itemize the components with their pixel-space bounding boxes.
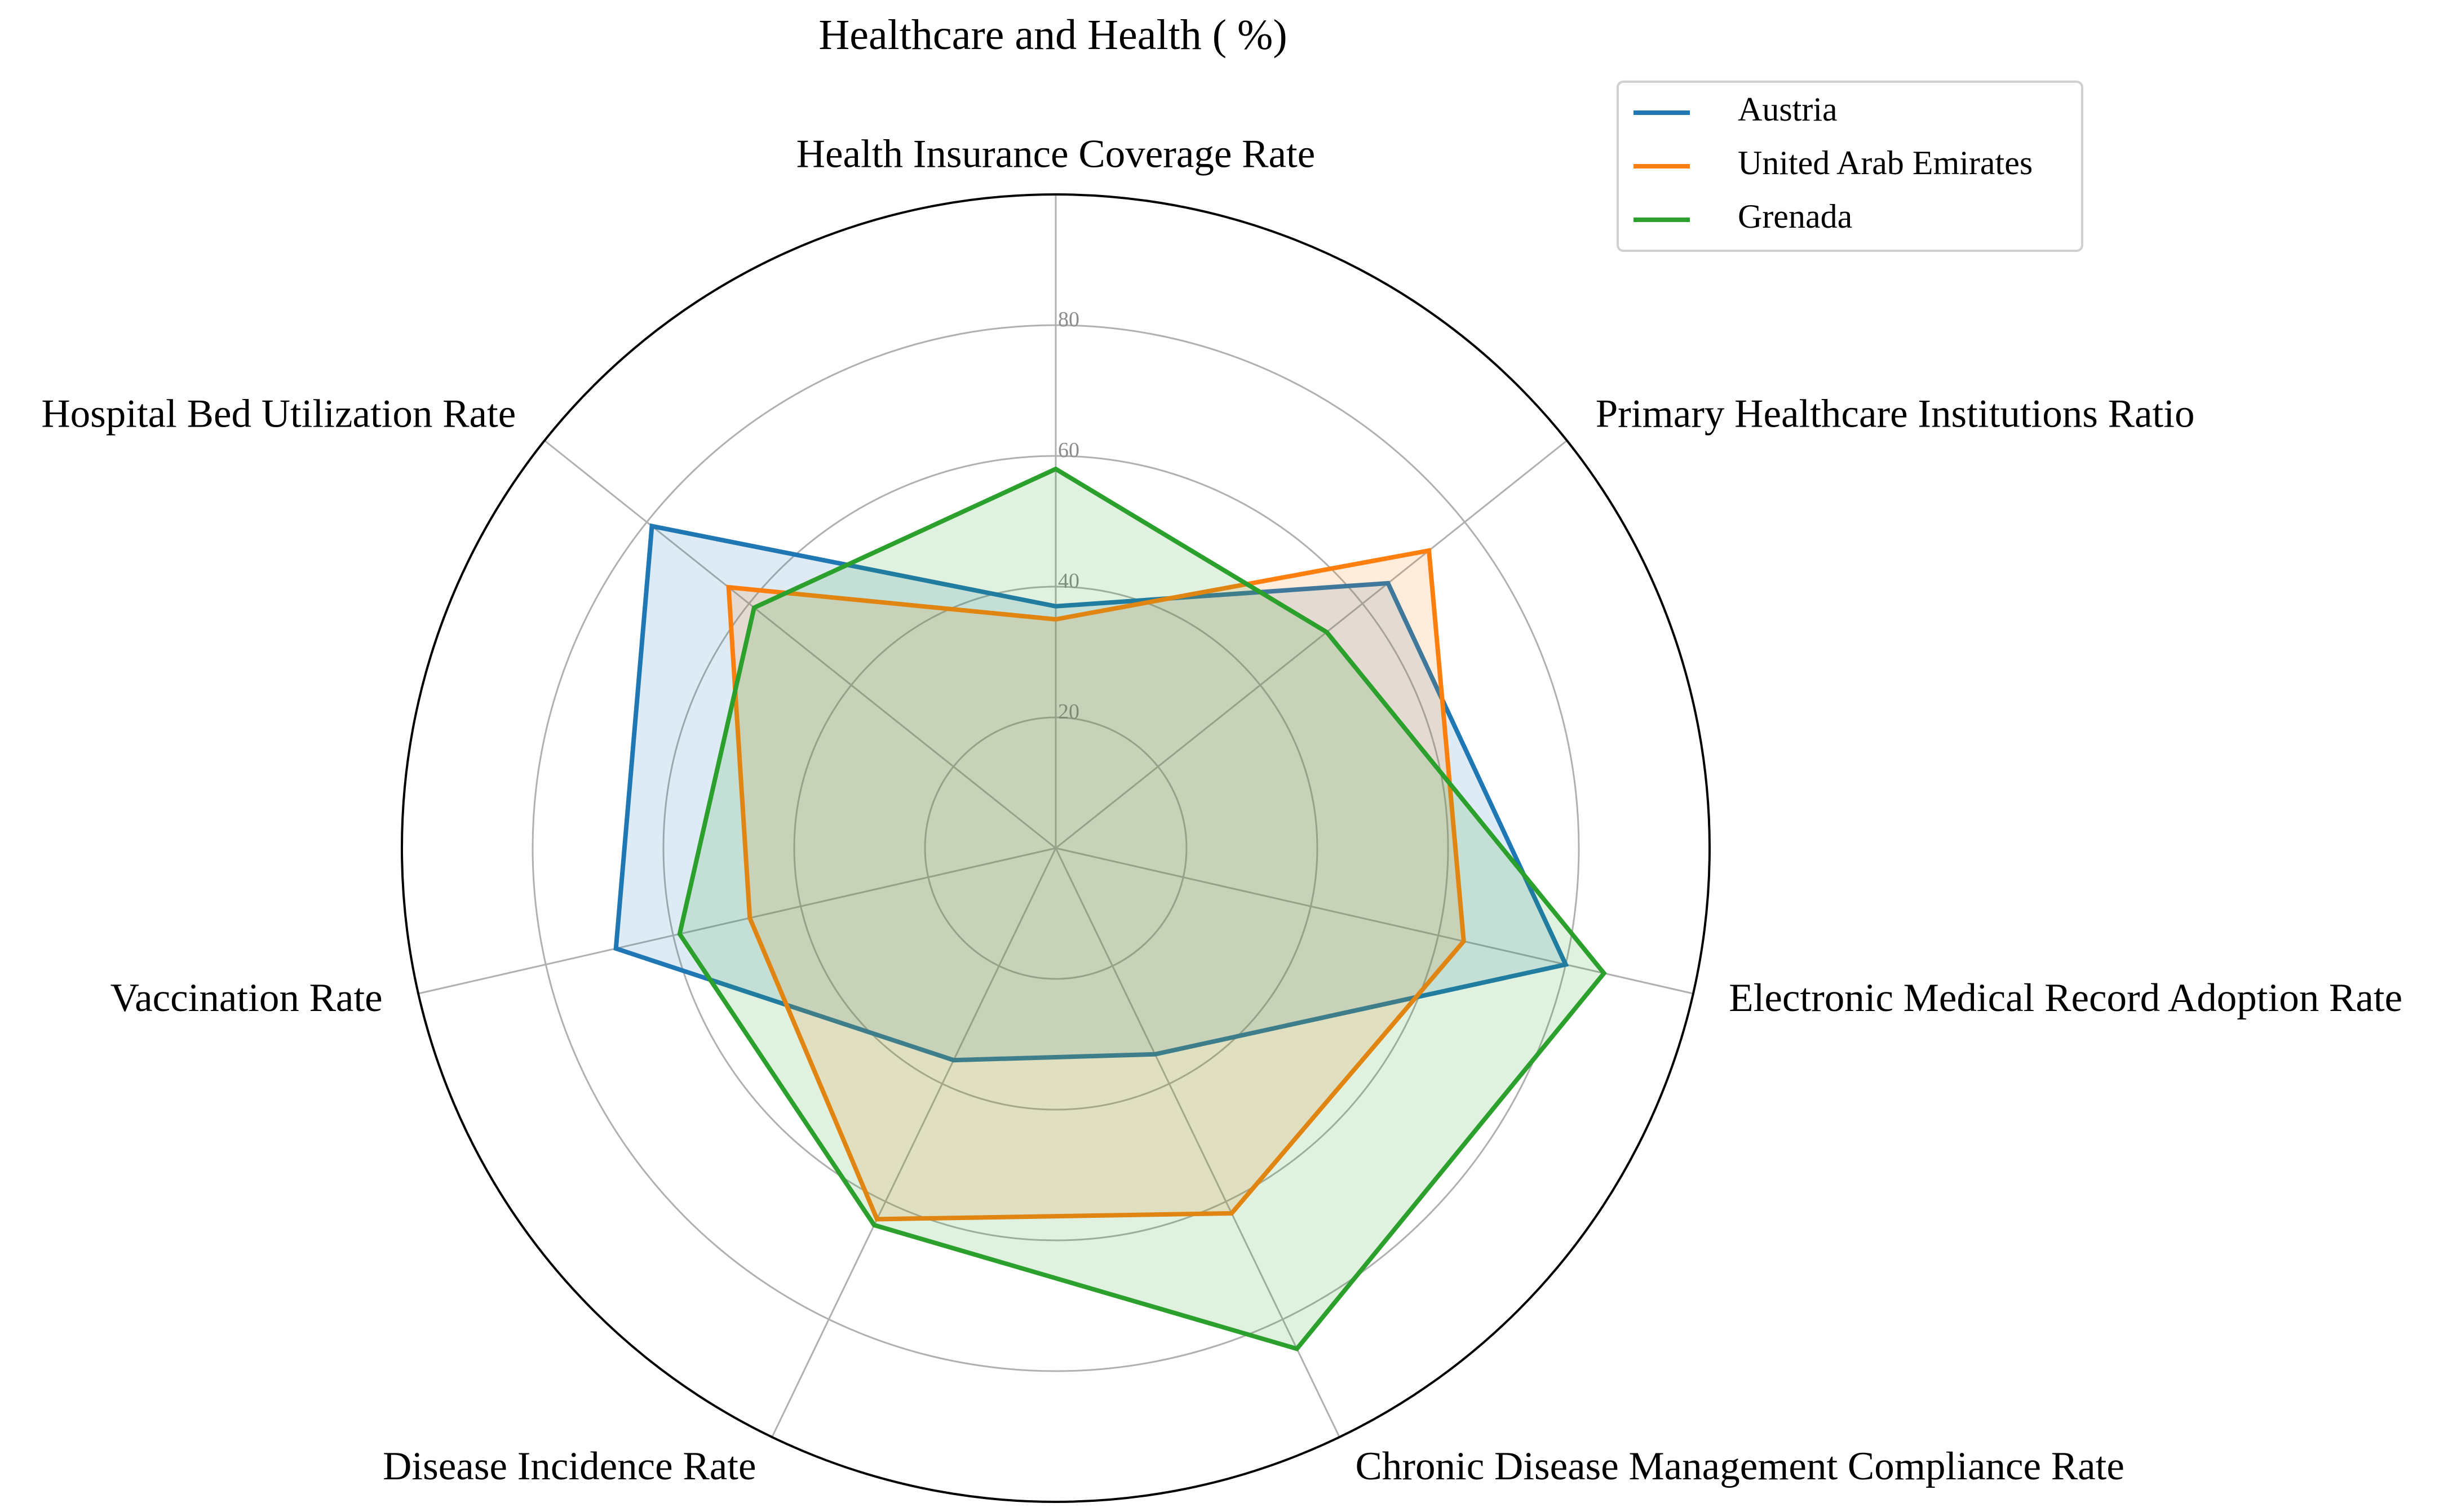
data-point — [748, 916, 752, 920]
legend-box — [1617, 81, 2083, 252]
data-point — [650, 524, 654, 528]
data-point — [1054, 467, 1057, 471]
data-point — [727, 586, 731, 589]
axis-spoke — [418, 847, 1056, 995]
series-fill — [728, 551, 1464, 1220]
series-line — [613, 523, 1569, 1063]
chart-title: Healthcare and Health ( %) — [818, 11, 1287, 59]
radial-tick-label: 60 — [1058, 438, 1079, 462]
data-point — [1602, 972, 1606, 975]
legend-label: United Arab Emirates — [1738, 144, 2033, 181]
axis-spoke — [544, 440, 1056, 849]
legend-label: Austria — [1738, 91, 1838, 128]
data-point — [1230, 1212, 1233, 1215]
series-fill — [679, 469, 1604, 1349]
data-point — [1462, 939, 1466, 943]
category-label: Primary Healthcare Institutions Ratio — [1596, 392, 2195, 436]
category-label: Electronic Medical Record Adoption Rate — [1729, 976, 2402, 1020]
radial-tick-label: 20 — [1058, 700, 1079, 724]
data-point — [1153, 1052, 1157, 1056]
legend-label: Grenada — [1738, 198, 1852, 235]
axis-spoke — [1055, 440, 1568, 849]
series-layer — [613, 466, 1607, 1351]
axis-spoke — [1055, 848, 1340, 1438]
radial-tick-label: 40 — [1058, 569, 1079, 593]
data-point — [1427, 549, 1431, 552]
series-line — [677, 466, 1607, 1351]
series-line — [726, 548, 1466, 1222]
category-label: Disease Incidence Rate — [383, 1444, 756, 1488]
data-point — [614, 947, 618, 951]
category-label: Health Insurance Coverage Rate — [796, 132, 1316, 176]
data-point — [1054, 618, 1057, 621]
category-label: Hospital Bed Utilization Rate — [41, 392, 516, 436]
grid-layer: 20 40 60 80 — [401, 193, 1711, 1503]
outer-ring — [401, 193, 1711, 1503]
data-point — [1054, 604, 1057, 608]
data-point — [1295, 1347, 1299, 1351]
data-point — [1564, 963, 1568, 966]
data-point — [678, 932, 681, 936]
data-point — [752, 606, 756, 610]
data-point — [1325, 630, 1329, 634]
data-point — [872, 1223, 876, 1227]
radial-tick-label: 80 — [1058, 308, 1079, 331]
category-label: Vaccination Rate — [110, 976, 383, 1020]
legend: Austria United Arab Emirates Grenada — [1617, 81, 2083, 252]
axis-spoke — [771, 848, 1057, 1438]
series-fill — [616, 526, 1566, 1061]
data-point — [951, 1058, 955, 1062]
data-point — [1386, 581, 1390, 585]
axis-label-layer: Health Insurance Coverage Rate Primary He… — [41, 132, 2402, 1488]
axis-spoke — [1055, 847, 1694, 995]
category-label: Chronic Disease Management Compliance Ra… — [1356, 1444, 2124, 1488]
data-point — [875, 1217, 879, 1221]
